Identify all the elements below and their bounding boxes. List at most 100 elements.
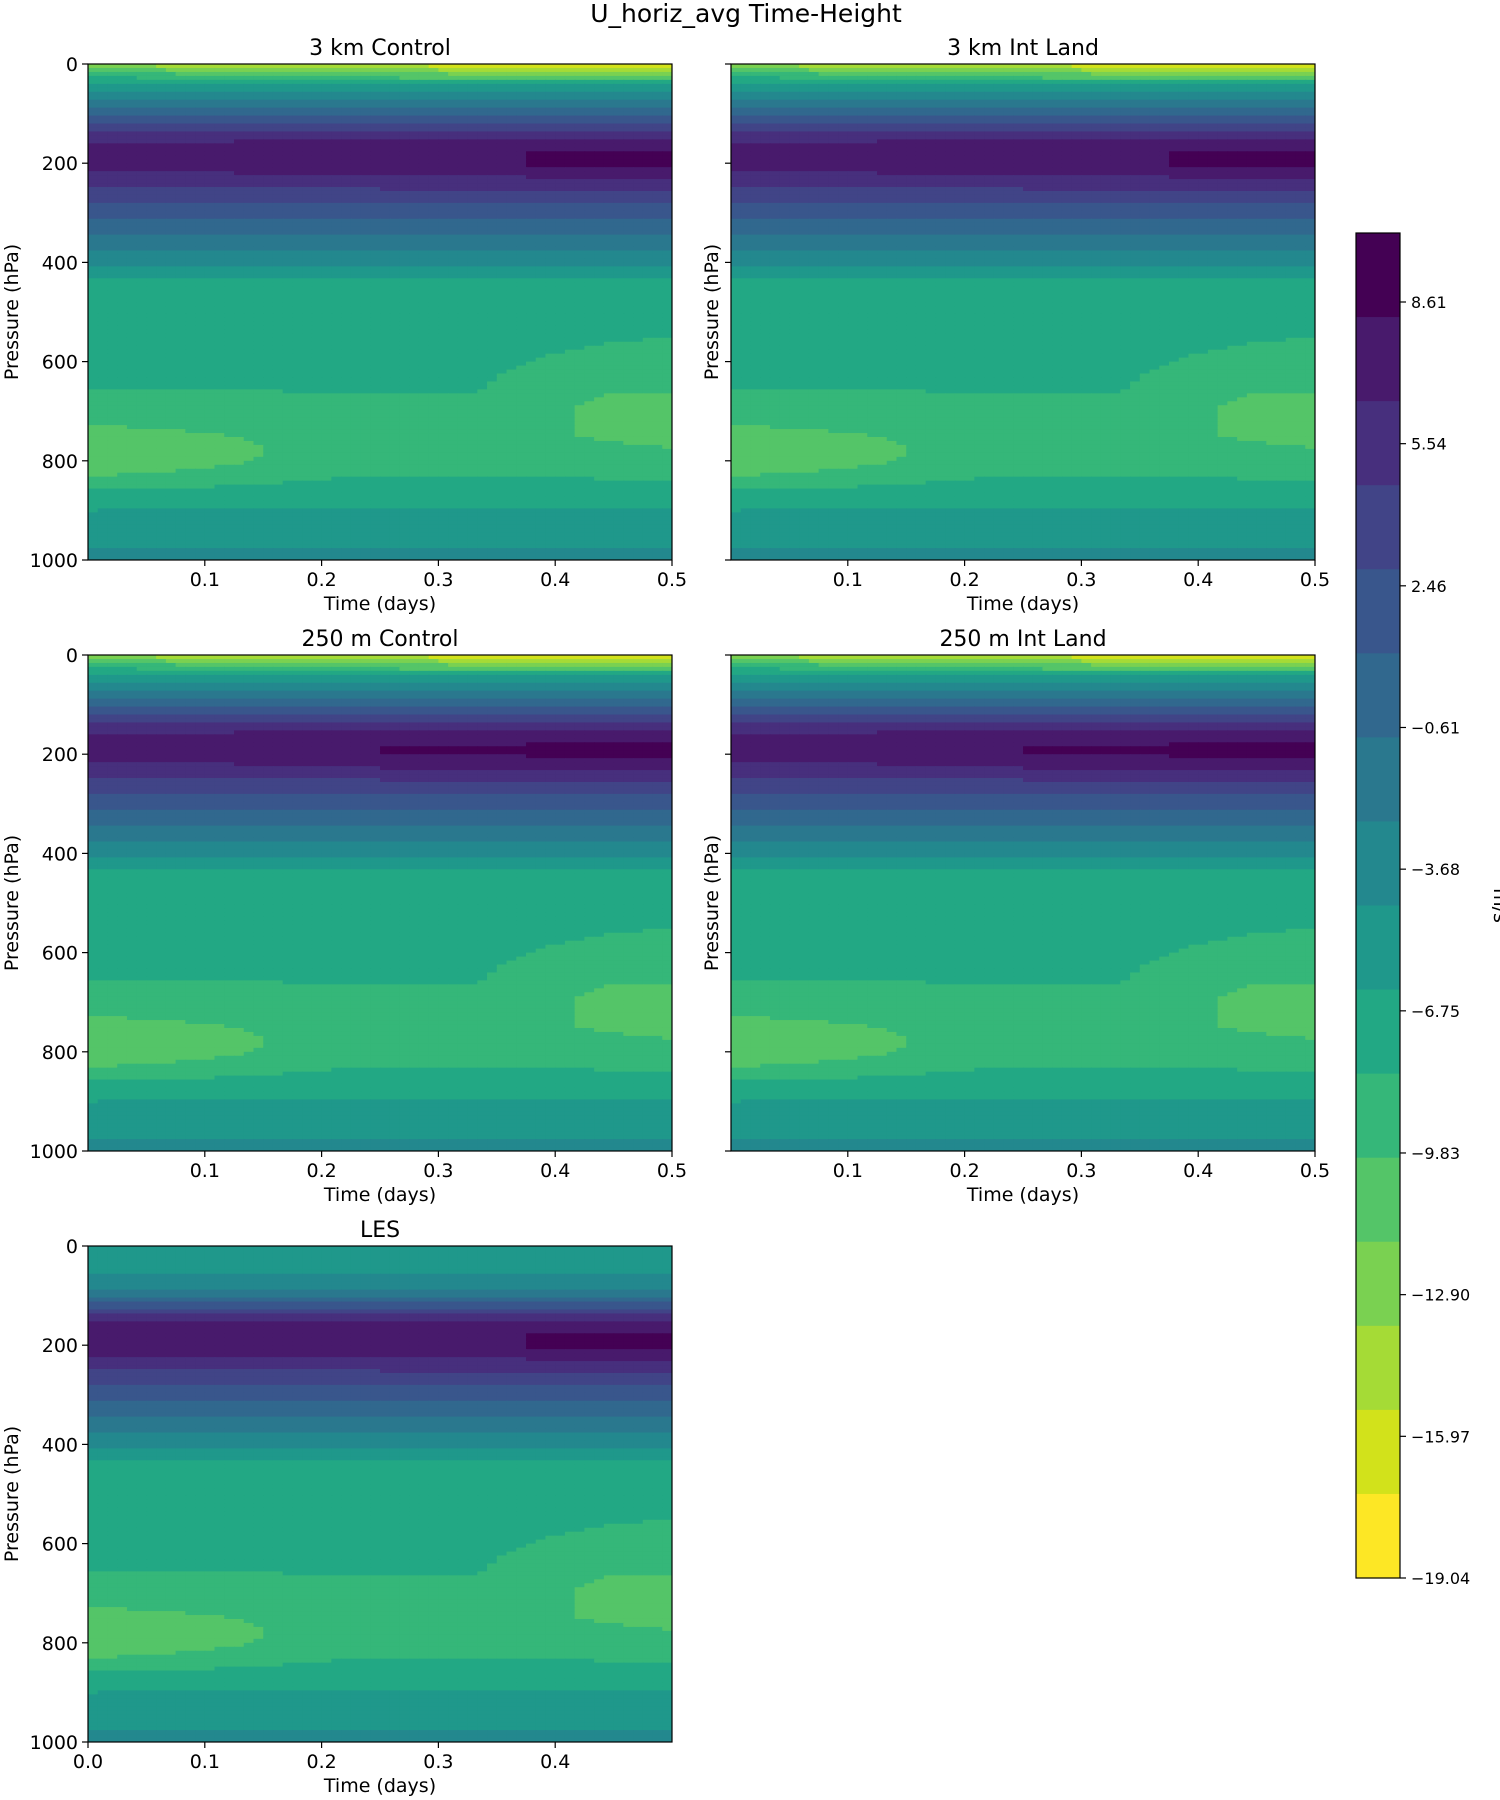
contour-cell <box>535 274 547 280</box>
contour-cell <box>195 337 206 343</box>
contour-cell <box>428 294 440 299</box>
contour-cell <box>175 123 187 129</box>
contour-cell <box>662 143 672 149</box>
contour-cell <box>642 317 654 323</box>
contour-cell <box>496 226 508 232</box>
contour-cell <box>574 270 586 276</box>
contour-cell <box>389 278 401 284</box>
contour-cell <box>321 286 333 291</box>
contour-cell <box>243 298 255 303</box>
contour-cell <box>535 317 547 323</box>
contour-cell <box>224 389 235 395</box>
contour-cell <box>418 369 430 375</box>
contour-cell <box>224 349 235 355</box>
contour-cell <box>156 286 167 291</box>
contour-cell <box>117 317 128 323</box>
contour-cell <box>448 333 459 339</box>
contour-cell <box>564 87 576 93</box>
contour-cell <box>584 298 595 303</box>
contour-cell <box>516 155 527 161</box>
contour-cell <box>126 234 138 240</box>
contour-cell <box>360 325 372 331</box>
contour-cell <box>623 302 634 307</box>
contour-cell <box>526 87 537 93</box>
contour-cell <box>399 329 410 335</box>
contour-cell <box>633 99 644 105</box>
contour-cell <box>263 282 274 288</box>
contour-cell <box>555 210 566 216</box>
contour-cell <box>302 202 313 208</box>
contour-cell <box>243 389 255 395</box>
contour-cell <box>594 222 605 228</box>
contour-cell <box>88 377 99 383</box>
contour-cell <box>253 286 264 291</box>
contour-cell <box>88 286 99 291</box>
contour-cell <box>282 183 294 188</box>
contour-cell <box>146 75 157 81</box>
contour-cell <box>623 373 634 379</box>
contour-cell <box>331 210 342 216</box>
contour-cell <box>652 377 664 383</box>
contour-cell <box>311 258 323 264</box>
contour-cell <box>623 234 634 240</box>
contour-cell <box>633 202 644 208</box>
contour-cell <box>389 341 401 347</box>
contour-cell <box>457 127 469 133</box>
contour-cell <box>311 226 323 232</box>
contour-cell <box>88 385 99 391</box>
contour-cell <box>526 250 537 256</box>
contour-cell <box>477 274 488 280</box>
contour-cell <box>341 214 352 220</box>
contour-cell <box>506 131 518 137</box>
contour-cell <box>418 341 430 347</box>
contour-cell <box>662 349 672 355</box>
contour-cell <box>564 357 576 363</box>
contour-cell <box>555 135 566 141</box>
contour-cell <box>642 278 654 284</box>
contour-cell <box>613 329 625 335</box>
contour-cell <box>603 79 615 85</box>
contour-cell <box>603 67 615 73</box>
contour-cell <box>126 218 138 224</box>
contour-cell <box>272 79 284 85</box>
contour-cell <box>146 341 157 347</box>
contour-cell <box>603 147 615 153</box>
contour-cell <box>195 361 206 367</box>
contour-cell <box>204 278 216 284</box>
contour-cell <box>496 155 508 161</box>
contour-cell <box>117 385 128 391</box>
contour-cell <box>350 91 362 97</box>
contour-cell <box>175 302 187 307</box>
contour-cell <box>623 147 634 153</box>
contour-cell <box>331 167 342 172</box>
contour-cell <box>652 373 664 379</box>
contour-cell <box>594 83 605 89</box>
contour-cell <box>175 258 187 264</box>
contour-cell <box>487 313 498 319</box>
contour-cell <box>204 123 216 129</box>
contour-cell <box>136 95 148 101</box>
contour-cell <box>477 329 488 335</box>
contour-cell <box>448 131 459 137</box>
contour-cell <box>574 67 586 73</box>
contour-cell <box>253 187 264 192</box>
contour-cell <box>487 353 498 359</box>
contour-cell <box>457 246 469 252</box>
contour-cell <box>136 357 148 363</box>
contour-cell <box>642 198 654 204</box>
contour-cell <box>185 258 196 264</box>
contour-cell <box>253 171 264 176</box>
contour-cell <box>448 310 459 315</box>
contour-cell <box>224 310 235 315</box>
contour-cell <box>136 187 148 192</box>
contour-cell <box>282 306 294 311</box>
contour-cell <box>526 345 537 351</box>
contour-cell <box>428 385 440 391</box>
contour-cell <box>506 254 518 260</box>
contour-cell <box>146 258 157 264</box>
contour-cell <box>603 190 615 196</box>
contour-cell <box>185 198 196 204</box>
contour-cell <box>448 321 459 327</box>
contour-cell <box>253 369 264 375</box>
contour-cell <box>623 183 634 188</box>
